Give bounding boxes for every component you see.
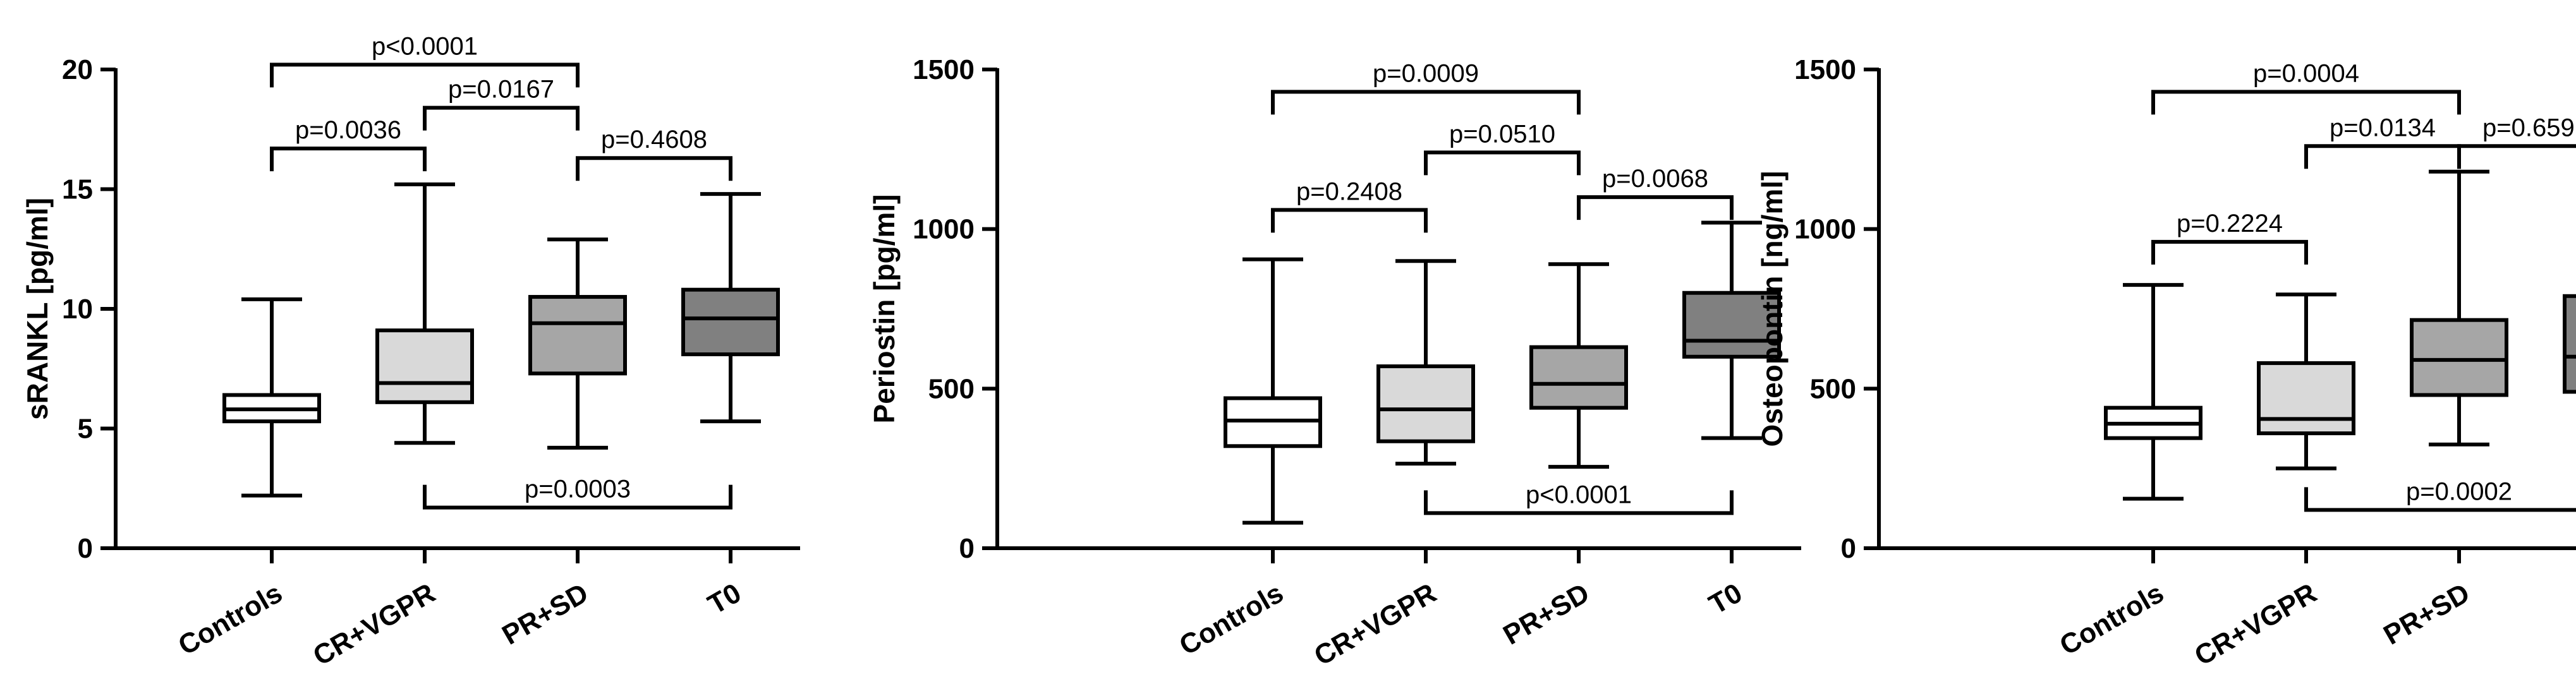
category-label: Controls [1174,577,1289,661]
y-tick-label: 0 [959,533,975,564]
significance-bracket [1424,490,1734,515]
p-value-label: p=0.2408 [1296,177,1402,205]
y-axis-label: Osteopontin [ng/ml] [1756,171,1789,447]
significance-bracket [2151,90,2461,115]
y-tick-label: 1000 [1794,214,1856,245]
significance-bracket [1271,90,1581,115]
p-value-label: p=0.0167 [448,76,554,104]
y-tick-label: 10 [62,294,93,325]
y-tick-label: 20 [62,54,93,85]
p-value-label: p=0.2224 [2177,210,2283,237]
p-value-label: p=0.0004 [2253,59,2359,87]
category-label: PR+SD [1498,577,1595,651]
panel-srankl: 0 5 10 15 20 sRANKL [pg/ml] Controls CR+VGPR PR+… [21,32,800,672]
box-t0 [1682,291,1781,359]
significance-bracket [2304,144,2461,169]
box-pr-sd [2410,318,2508,397]
category-label: Controls [173,577,288,661]
category-label: T0 [703,577,746,620]
significance-bracket [2151,239,2308,265]
p-value-label: p<0.0001 [1526,481,1632,508]
p-value-label: p=0.0003 [525,476,631,503]
p-value-label: p=0.6591 [2482,114,2576,141]
category-label: CR+VGPR [1309,577,1442,671]
significance-bracket [1424,150,1581,176]
y-tick-label: 500 [1810,373,1856,404]
category-label: PR+SD [2378,577,2475,651]
y-tick-label: 1000 [913,214,975,245]
p-value-label: p=0.0009 [1373,59,1479,87]
p-value-label: p=0.0068 [1602,165,1708,193]
box-cr-vgpr [1376,364,1475,443]
category-label: T0 [1704,577,1747,620]
panel-osteopontin: 0 500 1000 1500 Osteopontin [ng/ml] Controls C… [1756,54,2576,672]
box-pr-sd [1529,345,1628,410]
y-tick-label: 1500 [913,54,975,85]
category-label: Controls [2055,577,2169,661]
p-value-label: p=0.0134 [2330,114,2436,141]
box-cr-vgpr [2257,361,2355,436]
category-label: CR+VGPR [308,577,440,671]
y-tick-label: 0 [78,533,93,564]
significance-bracket [576,156,732,181]
significance-bracket [1577,195,1734,220]
significance-bracket [270,63,580,88]
category-label: PR+SD [497,577,593,651]
significance-bracket [2457,144,2576,169]
y-axis-label: sRANKL [pg/ml] [21,198,54,420]
box-pr-sd [528,295,627,376]
y-axis-label: Periostin [pg/ml] [868,195,901,424]
p-value-label: p=0.0510 [1449,120,1555,148]
y-tick-label: 15 [62,174,93,205]
significance-bracket [1271,208,1428,233]
significance-bracket [2304,487,2576,512]
y-tick-label: 500 [928,373,975,404]
significance-bracket [423,105,580,131]
p-value-label: p=0.0002 [2406,477,2512,505]
y-tick-label: 0 [1841,533,1856,564]
category-label: CR+VGPR [2189,577,2322,671]
box-cr-vgpr [375,328,474,404]
p-value-label: p=0.4608 [601,126,707,153]
p-value-label: p=0.0036 [295,116,401,144]
box-t0 [681,287,780,357]
p-value-label: p<0.0001 [372,32,478,60]
panel-periostin: 0 500 1000 1500 Periostin [pg/ml] Controls CR+… [868,54,1801,672]
significance-bracket [423,484,732,510]
significance-bracket [270,147,427,172]
y-tick-label: 1500 [1794,54,1856,85]
box-t0 [2563,294,2576,394]
y-tick-label: 5 [78,414,93,445]
